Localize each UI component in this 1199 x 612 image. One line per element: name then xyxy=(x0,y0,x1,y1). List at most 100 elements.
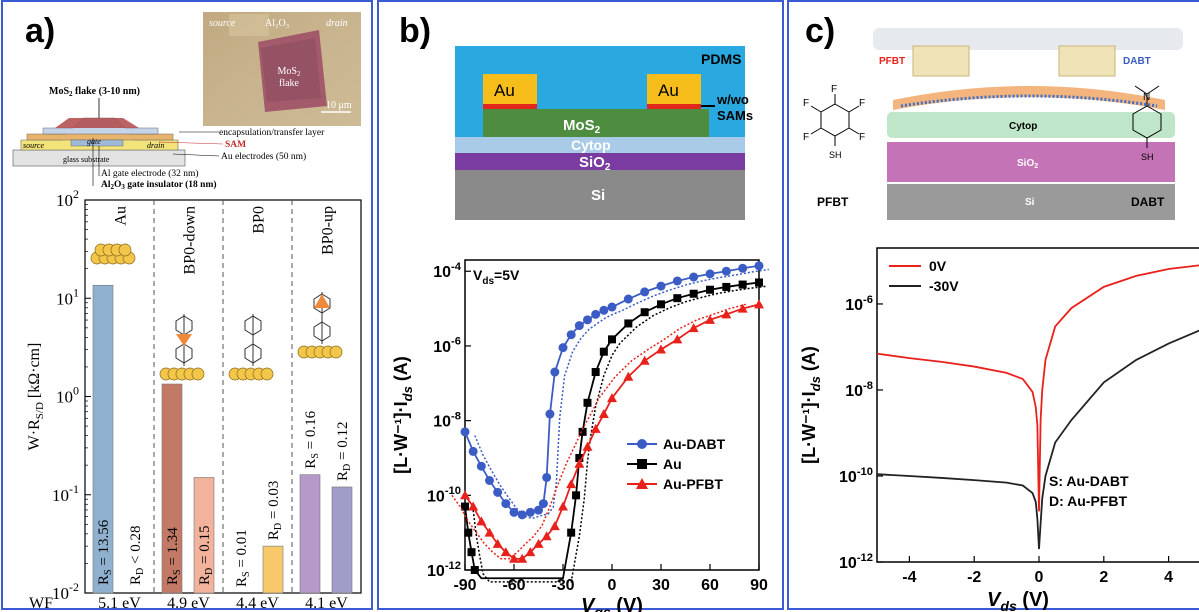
data-point xyxy=(525,507,535,517)
f-label-3: F xyxy=(859,132,865,143)
optical-micrograph: source Al₂O₃ drain MoS2 flake 10 μm xyxy=(203,12,361,126)
data-point xyxy=(583,315,592,325)
transfer-chart: -90 -60 -30 0 30 60 90 10-12 10-10 10-8 10-6 10-4 Vg… xyxy=(391,259,769,612)
output-chart: -4 -2 0 2 4 10-12 10-10 10-8 10-6 Vds (V) [L·W⁻¹]·… xyxy=(799,247,1199,612)
data-point xyxy=(672,334,683,344)
y-tick-label: 102 xyxy=(56,187,79,210)
work-function-value: 4.9 eV xyxy=(167,595,210,612)
data-point xyxy=(509,553,519,563)
rs-bar xyxy=(299,474,321,594)
benzene-ring xyxy=(313,293,331,314)
x-tick-label-b: -60 xyxy=(502,577,525,594)
f-label-5: F xyxy=(803,132,809,143)
y-tick-label-c: 10-6 xyxy=(845,294,873,314)
work-function-value: 4.1 eV xyxy=(305,595,348,612)
panel-b: b) PDMS Au Au w/wo SAMs MoS2 Cytop SiO2 … xyxy=(377,0,784,612)
data-point xyxy=(541,531,552,541)
dabt-tag: DABT xyxy=(1123,56,1151,67)
data-point xyxy=(598,409,609,419)
x-tick-label-b: 30 xyxy=(652,577,670,594)
data-point xyxy=(591,309,601,319)
pfbt-name: PFBT xyxy=(817,195,849,209)
panel-c-label: c) xyxy=(805,12,836,50)
x-axis-label-c: Vds (V) xyxy=(987,589,1049,612)
x-tick-label-c: 0 xyxy=(1035,569,1044,586)
sam-pointer xyxy=(158,141,224,145)
rd-value-label: RD = 0.12 xyxy=(335,422,353,481)
data-point xyxy=(578,427,587,436)
data-point xyxy=(721,266,731,276)
sam-label: SAM xyxy=(225,140,246,150)
pdms-label: PDMS xyxy=(701,51,741,67)
panel-a-label: a) xyxy=(25,12,56,50)
legend-marker xyxy=(637,439,647,449)
panel-c-figure: PFBT DABT Cytop SiO2 Si F F F F F SH PFB… xyxy=(799,28,1199,612)
rd-bar xyxy=(331,486,353,594)
x-tick-label-c: -4 xyxy=(902,569,916,586)
data-point xyxy=(575,453,584,462)
y-tick-label: 101 xyxy=(56,285,79,308)
data-point xyxy=(722,282,731,291)
legend-marker xyxy=(636,478,648,489)
pfbt-tag: PFBT xyxy=(879,56,905,67)
y-tick-label: 10-1 xyxy=(52,482,79,505)
data-point xyxy=(737,303,748,313)
data-point xyxy=(754,261,764,271)
gold-atom xyxy=(118,243,132,257)
device-source-label: source xyxy=(23,141,44,150)
source-note: S: Au-DABT xyxy=(1049,473,1129,489)
molecular-layer xyxy=(893,86,1165,110)
sams-label: SAMs xyxy=(717,108,753,123)
data-point xyxy=(689,272,699,282)
data-point xyxy=(549,521,560,531)
group-name-label: Au xyxy=(113,206,130,226)
f-label-2: F xyxy=(859,98,865,109)
series-reverse-sweep xyxy=(472,285,768,583)
data-point xyxy=(572,491,581,500)
work-function-value: 5.1 eV xyxy=(98,595,141,612)
data-point xyxy=(470,566,479,574)
legend-label-c: 0V xyxy=(929,258,947,274)
scale-bar-label: 10 μm xyxy=(326,100,352,111)
data-point xyxy=(705,269,715,279)
data-point xyxy=(599,305,609,315)
data-point xyxy=(583,398,592,407)
data-point xyxy=(460,427,470,437)
rd-bar xyxy=(262,545,284,594)
data-point xyxy=(574,458,585,468)
y-tick-label-b: 10-6 xyxy=(433,336,461,356)
legend-label: Au-DABT xyxy=(663,436,726,452)
data-point xyxy=(464,528,473,537)
y-axis-label-c: [L·W⁻¹]·Ids (A) xyxy=(799,346,823,464)
group-name-label: BP0-down xyxy=(182,206,199,274)
data-point xyxy=(500,547,511,557)
data-point xyxy=(590,423,601,433)
y-tick-label-c: 10-10 xyxy=(839,466,873,486)
rd-value-label: RD = 0.03 xyxy=(266,481,284,540)
drain-note: D: Au-PFBT xyxy=(1049,493,1127,509)
y-tick-label: 100 xyxy=(56,384,79,407)
x-tick-label-b: -30 xyxy=(551,577,574,594)
data-point xyxy=(493,487,503,497)
cytop-c-label: Cytop xyxy=(1009,121,1037,132)
data-point xyxy=(738,263,748,273)
f-label-4: F xyxy=(803,98,809,109)
x-tick-label-b: 0 xyxy=(608,577,617,594)
group-name-label: BP0-up xyxy=(320,206,337,255)
data-point xyxy=(574,321,584,331)
data-point xyxy=(656,344,666,354)
si-label: Si xyxy=(591,187,605,204)
device-flake-label: MoS2 flake (3-10 nm) xyxy=(49,86,140,98)
data-point xyxy=(533,538,544,548)
gold-atom xyxy=(260,367,274,381)
panel-b-figure: PDMS Au Au w/wo SAMs MoS2 Cytop SiO2 Si … xyxy=(391,46,769,612)
x-tick-label-c: 4 xyxy=(1164,569,1173,586)
photo-source-label: source xyxy=(209,18,236,29)
series-reverse-sweep xyxy=(474,268,769,520)
data-point xyxy=(558,501,568,511)
vds-annotation: Vds=5V xyxy=(473,267,520,287)
data-point xyxy=(567,528,576,537)
data-point xyxy=(509,507,519,517)
glass-substrate-label: glass substrate xyxy=(63,155,110,164)
series-line xyxy=(464,303,760,560)
